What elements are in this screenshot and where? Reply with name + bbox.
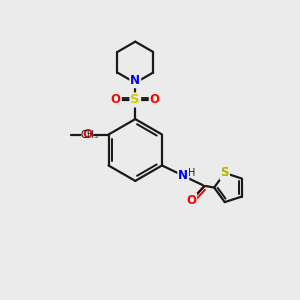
Text: O: O xyxy=(111,93,121,106)
Text: H: H xyxy=(188,168,195,178)
Text: S: S xyxy=(130,93,140,106)
Text: N: N xyxy=(178,169,188,182)
Text: O: O xyxy=(186,194,196,207)
Text: CH₃: CH₃ xyxy=(81,130,99,140)
Text: O: O xyxy=(82,128,92,141)
Text: O: O xyxy=(150,93,160,106)
Text: S: S xyxy=(220,167,229,179)
Text: N: N xyxy=(130,74,140,87)
